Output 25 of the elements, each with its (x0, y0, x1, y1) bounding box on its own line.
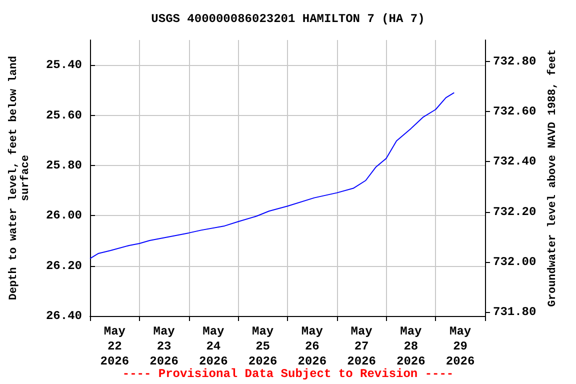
y2-tick-label: 732.40 (493, 154, 536, 169)
y2-tick-label: 732.80 (493, 54, 536, 68)
x-tick-label: May 25 2026 (248, 324, 278, 368)
y2-tick-label: 732.20 (493, 204, 536, 219)
y2-tick-label: 732.60 (493, 104, 536, 119)
y-axis-title: Depth to water level, feet below land surface (7, 56, 32, 300)
x-tick-label: May 23 2026 (150, 324, 178, 368)
x-tick-label: May 26 2026 (298, 324, 327, 368)
y-tick-label: 25.80 (46, 158, 82, 172)
y-tick-label: 25.60 (46, 108, 82, 122)
x-tick-label: May 28 2026 (396, 324, 426, 368)
y2-tick-label: 732.00 (493, 255, 536, 270)
x-tick-label: May 29 2026 (446, 324, 475, 368)
y-tick-label: 26.00 (46, 208, 82, 223)
y-tick-label: 26.40 (46, 309, 82, 323)
x-tick-label: May 24 2026 (199, 324, 228, 368)
y2-axis-title: Groundwater level above NAVD 1988, feet (546, 49, 560, 307)
y-tick-label: 26.20 (46, 258, 82, 273)
y2-tick-label: 731.80 (493, 305, 536, 320)
x-tick-label: May 27 2026 (347, 324, 376, 368)
x-tick-label: May 22 2026 (100, 324, 130, 368)
text: ---- Provisional Data Subject to Revision ---- (122, 367, 454, 381)
y-tick-label: 25.40 (46, 58, 82, 72)
line-series (90, 92, 455, 260)
chart-title: USGS 400000086023201 HAMILTON 7 (HA 7) (151, 12, 425, 26)
